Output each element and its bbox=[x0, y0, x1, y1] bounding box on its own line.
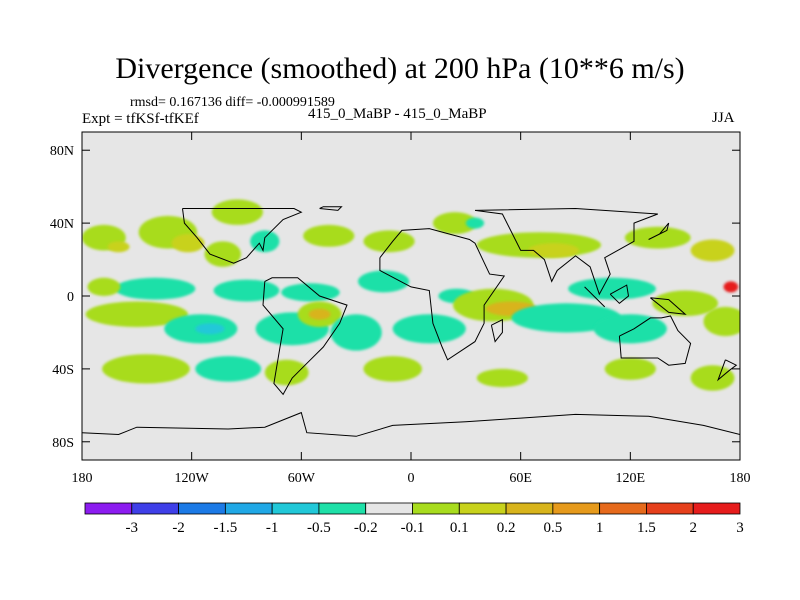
colorbar-label: 0.1 bbox=[450, 520, 469, 536]
north-america-outline bbox=[182, 208, 303, 264]
colorbar-swatch-1 bbox=[131, 502, 179, 515]
field-patch-40 bbox=[604, 357, 656, 380]
field-patch-8 bbox=[363, 230, 415, 253]
field-patch-27 bbox=[330, 314, 382, 351]
experiment-label: Expt = tfKSf-tfKEf bbox=[82, 111, 199, 127]
japan-outline bbox=[648, 222, 670, 240]
field-patch-3 bbox=[171, 234, 205, 253]
field-patch-14 bbox=[114, 277, 196, 300]
x-tick-label: 120E bbox=[616, 471, 646, 486]
y-tick-label: 80N bbox=[50, 144, 74, 159]
x-tick-label: 60W bbox=[288, 471, 316, 486]
colorbar-label: -0.5 bbox=[307, 520, 331, 536]
y-tick-label: 40N bbox=[50, 217, 74, 232]
south-america-outline bbox=[262, 277, 348, 396]
y-tick-label: 80S bbox=[52, 436, 74, 451]
colorbar-label: 3 bbox=[736, 520, 744, 536]
field-patch-38 bbox=[363, 356, 422, 382]
colorbar-label: 2 bbox=[689, 520, 697, 536]
x-tick-label: 120W bbox=[175, 471, 210, 486]
greenland-outline bbox=[319, 206, 343, 211]
sumatra-outline bbox=[584, 286, 606, 308]
coastline-layer bbox=[82, 206, 740, 437]
colorbar-label: -1.5 bbox=[213, 520, 237, 536]
field-patch-35 bbox=[102, 354, 190, 384]
new-guinea-outline bbox=[650, 297, 687, 315]
colorbar-label: 0.5 bbox=[543, 520, 562, 536]
colorbar-swatch-0 bbox=[84, 502, 133, 515]
field-patch-1 bbox=[107, 241, 130, 253]
colorbar-label: 1 bbox=[596, 520, 604, 536]
field-patch-5 bbox=[204, 241, 242, 267]
field-patch-37 bbox=[264, 359, 309, 386]
colorbar-swatch-9 bbox=[505, 502, 554, 515]
y-tick-label: 0 bbox=[67, 290, 74, 305]
antarctica-outline bbox=[82, 411, 740, 437]
x-tick-label: 60E bbox=[509, 471, 532, 486]
colorbar-swatch-7 bbox=[412, 502, 460, 515]
colorbar-label: -1 bbox=[266, 520, 279, 536]
colorbar-swatch-6 bbox=[365, 502, 413, 515]
field-patch-31 bbox=[511, 303, 622, 333]
field-patch-28 bbox=[392, 314, 466, 344]
field-patch-16 bbox=[281, 283, 340, 302]
stats-label: rmsd= 0.167136 diff= -0.000991589 bbox=[130, 95, 335, 110]
field-patch-36 bbox=[195, 356, 262, 382]
madagascar-outline bbox=[490, 318, 503, 343]
colorbar: -3 -2 -1.5 -1 -0.5 -0.2 -0.1 0.1 0.2 0.5 1 1.5 2 3 bbox=[84, 502, 744, 536]
field-patch-15 bbox=[213, 279, 280, 302]
field-patch-19 bbox=[568, 277, 656, 300]
field-patch-34 bbox=[703, 306, 740, 337]
x-tick-label: 180 bbox=[730, 471, 751, 486]
x-tick-label: 0 bbox=[408, 471, 415, 486]
field-patch-4 bbox=[211, 199, 263, 225]
field-patch-9 bbox=[432, 212, 477, 235]
borneo-outline bbox=[609, 284, 630, 304]
field-patch-43 bbox=[723, 281, 739, 293]
field-patch-23 bbox=[195, 323, 225, 335]
field-patch-32 bbox=[593, 314, 667, 344]
colorbar-swatch-4 bbox=[271, 502, 320, 515]
new-zealand-outline bbox=[716, 359, 738, 382]
colorbar-swatch-11 bbox=[599, 502, 647, 515]
colorbar-label: 1.5 bbox=[637, 520, 656, 536]
cases-label: 415_0_MaBP - 415_0_MaBP bbox=[308, 106, 487, 122]
colorbar-swatch-2 bbox=[178, 502, 226, 515]
australia-outline bbox=[618, 315, 692, 366]
field-patch-41 bbox=[690, 365, 735, 391]
field-patch-12 bbox=[624, 226, 691, 249]
colorbar-label: -3 bbox=[126, 520, 139, 536]
field-patch-26 bbox=[308, 308, 331, 320]
field-patch-13 bbox=[690, 239, 735, 262]
x-tick-label: 180 bbox=[72, 471, 93, 486]
y-tick-label: 40S bbox=[52, 363, 74, 378]
colorbar-label: -2 bbox=[172, 520, 185, 536]
colorbar-swatch-3 bbox=[224, 502, 273, 515]
colorbar-label: -0.1 bbox=[401, 520, 425, 536]
chart-title: Divergence (smoothed) at 200 hPa (10**6 … bbox=[115, 52, 685, 85]
colorbar-label: 0.2 bbox=[497, 520, 516, 536]
season-label: JJA bbox=[712, 110, 735, 126]
field-patch-33 bbox=[652, 290, 719, 317]
field-patch-20 bbox=[87, 277, 121, 296]
colorbar-swatch-8 bbox=[458, 502, 507, 515]
colorbar-label: -0.2 bbox=[354, 520, 378, 536]
axis-ticks: 180 120W 60W 0 60E 120E 180 80N 40N 0 40S 80S bbox=[50, 132, 751, 486]
field-patch-17 bbox=[357, 270, 410, 293]
asia-outline bbox=[474, 207, 658, 296]
field-patch-11 bbox=[527, 243, 580, 258]
field-patch-39 bbox=[476, 368, 528, 388]
colorbar-swatch-5 bbox=[318, 502, 367, 515]
colorbar-swatch-13 bbox=[692, 502, 741, 515]
colorbar-swatch-12 bbox=[646, 502, 694, 515]
field-patch-7 bbox=[303, 224, 355, 247]
africa-outline bbox=[379, 228, 506, 361]
field-patch-42 bbox=[465, 217, 485, 229]
colorbar-swatch-10 bbox=[552, 502, 601, 515]
field-patch-21 bbox=[85, 301, 189, 327]
